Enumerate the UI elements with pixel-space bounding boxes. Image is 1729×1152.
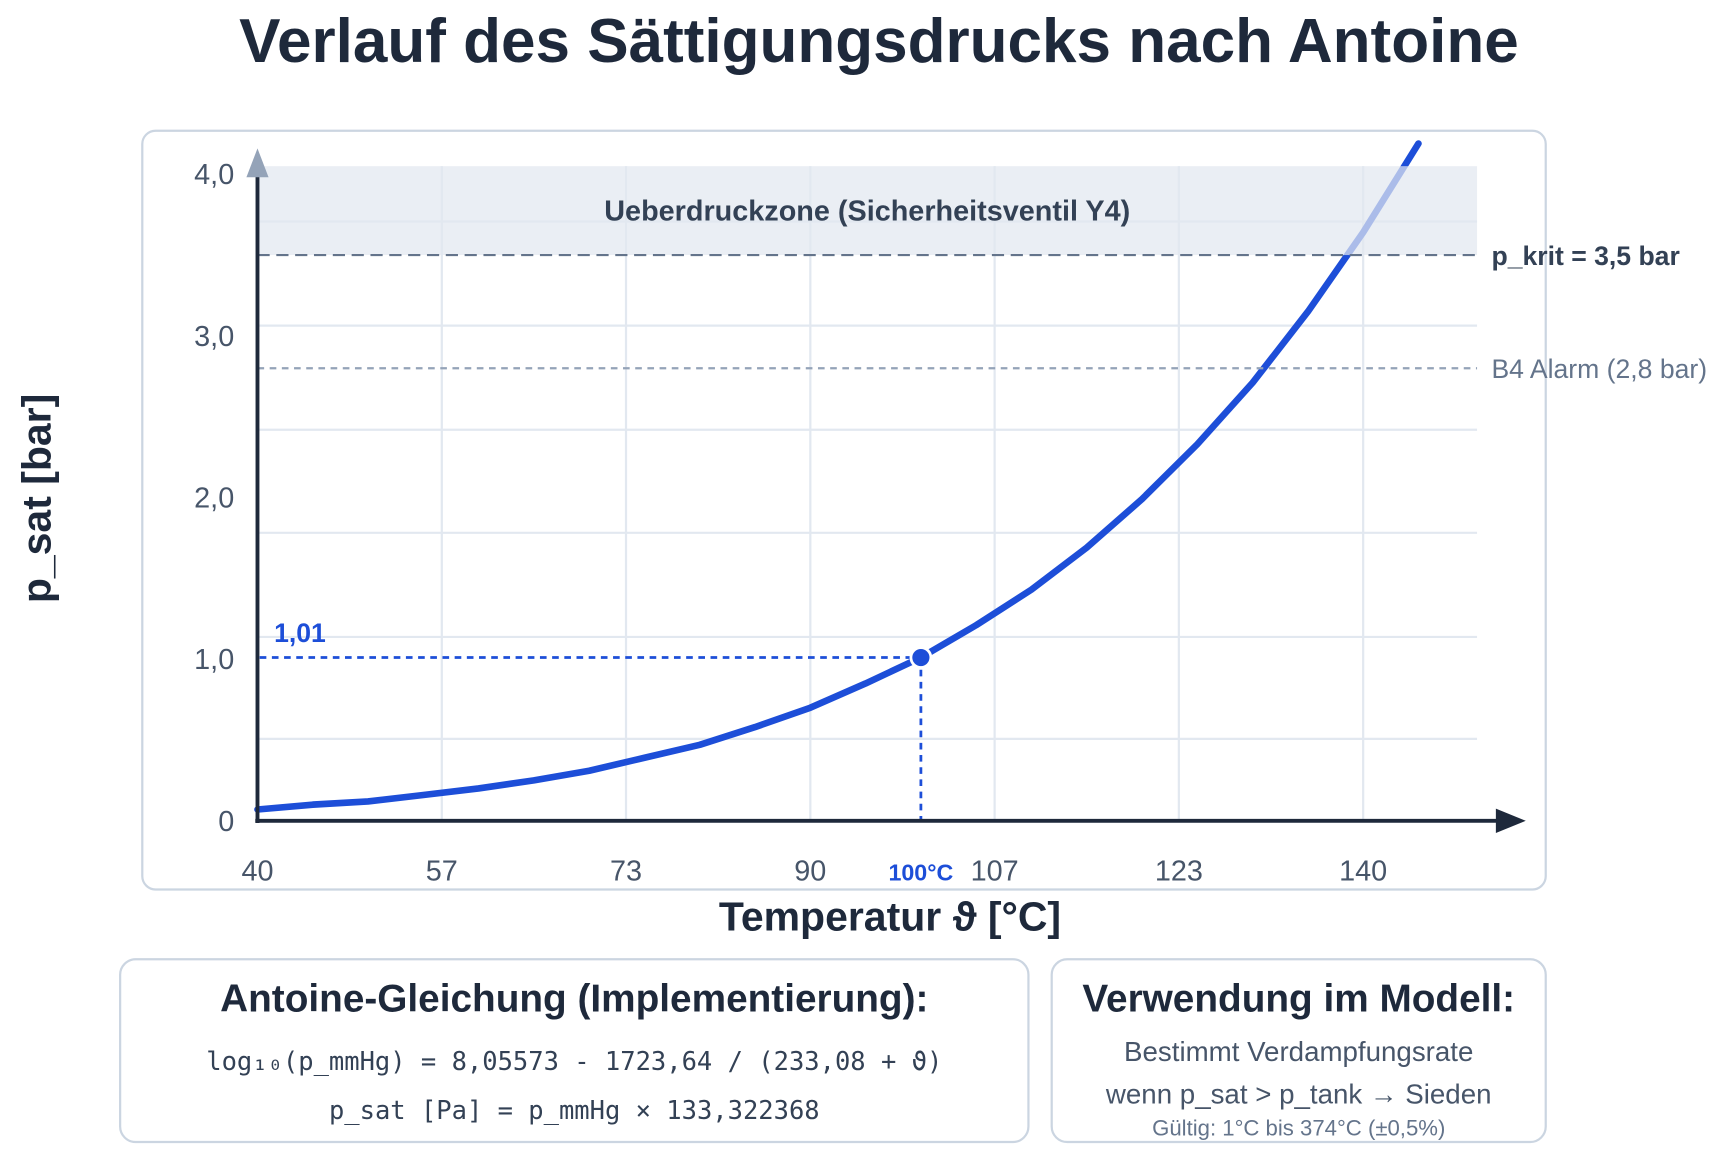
- highlight-point: [909, 646, 933, 669]
- usage-line: Bestimmt Verdampfungsrate: [1124, 1036, 1473, 1067]
- data-point: [475, 785, 482, 792]
- highlight-x-label: 100°C: [888, 860, 953, 886]
- usage-line: wenn p_sat > p_tank → Sieden: [1105, 1078, 1492, 1109]
- data-point: [1415, 140, 1422, 147]
- x-tick-label: 40: [241, 856, 273, 888]
- data-point: [807, 704, 814, 711]
- x-tick-label: 90: [794, 856, 826, 888]
- data-point: [862, 680, 869, 687]
- data-point: [1139, 496, 1145, 502]
- formula-box-frame: [119, 958, 1030, 1144]
- y-tick-label: 3,0: [194, 321, 234, 353]
- x-tick-label: 107: [971, 856, 1019, 888]
- data-point: [1028, 586, 1035, 593]
- data-point: [696, 742, 703, 748]
- x-tick-label: 57: [426, 856, 458, 888]
- data-point: [420, 792, 427, 798]
- x-axis-arrow-icon: [1495, 808, 1526, 833]
- tick-labels: 40 57 73 90 107 123 140 0 1,0 2,0 3,0 4,0 100°C: [194, 159, 1387, 887]
- plot-panel: [141, 129, 1547, 891]
- data-point: [1249, 379, 1256, 386]
- x-tick-label: 123: [1155, 856, 1203, 888]
- formula-box-title: Antoine-Gleichung (Implementierung):: [220, 977, 928, 1020]
- formula-line: log₁₀(p_mmHg) = 8,05573 - 1723,64 / (233…: [206, 1047, 942, 1077]
- zone-layer: Ueberdruckzone (Sicherheitsventil Y4): [257, 166, 1478, 256]
- data-point: [1083, 544, 1090, 551]
- data-point: [531, 777, 537, 784]
- axes: [246, 148, 1526, 833]
- data-point: [586, 767, 592, 774]
- critical-pressure-label: p_krit = 3,5 bar: [1491, 241, 1679, 271]
- highlight-y-label: 1,01: [274, 618, 326, 648]
- data-point: [752, 724, 758, 730]
- data-point: [1194, 441, 1201, 447]
- y-axis-arrow-icon: [246, 148, 269, 178]
- data-point: [309, 801, 316, 808]
- x-tick-label: 73: [610, 856, 642, 888]
- chart-title: Verlauf des Sättigungsdrucks nach Antoin…: [239, 7, 1519, 76]
- series-line: [254, 140, 1422, 813]
- usage-box-frame: [1050, 958, 1547, 1144]
- y-tick-label: 0: [218, 806, 234, 838]
- formula-line: p_sat [Pa] = p_mmHg × 133,322368: [329, 1096, 820, 1126]
- highlight-marker: 1,01: [259, 618, 933, 821]
- reference-lines: p_krit = 3,5 bar B4 Alarm (2,8 bar): [257, 241, 1707, 384]
- y-axis-title: p_sat [bar]: [13, 394, 59, 603]
- formula-box: Antoine-Gleichung (Implementierung): log…: [119, 958, 1030, 1144]
- y-tick-label: 1,0: [194, 644, 234, 676]
- x-axis-title: Temperatur ϑ [°C]: [719, 893, 1061, 939]
- usage-box: Verwendung im Modell: Bestimmt Verdampfu…: [1050, 958, 1547, 1144]
- plot-series: [254, 140, 1422, 813]
- overpressure-zone: [257, 166, 1478, 256]
- y-tick-label: 2,0: [194, 482, 234, 514]
- usage-box-title: Verwendung im Modell:: [1082, 977, 1515, 1020]
- data-point: [365, 798, 371, 805]
- overpressure-zone-label: Ueberdruckzone (Sicherheitsventil Y4): [604, 196, 1130, 228]
- data-point: [641, 754, 648, 761]
- usage-note: Gültig: 1°C bis 374°C (±0,5%): [1152, 1115, 1445, 1140]
- y-tick-label: 4,0: [194, 159, 234, 191]
- data-point: [973, 622, 979, 628]
- alarm-pressure-label: B4 Alarm (2,8 bar): [1491, 354, 1707, 384]
- x-tick-label: 140: [1339, 856, 1387, 888]
- data-point: [1305, 308, 1311, 315]
